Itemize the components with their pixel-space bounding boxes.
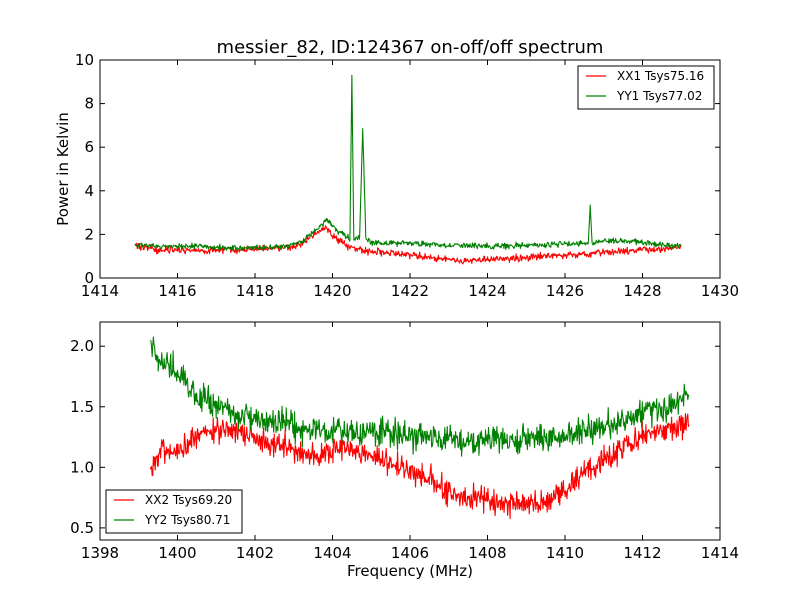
- bottom-y-tick-label: 2.0: [70, 337, 94, 355]
- bottom-panel: 1398 1400 1402 1404 1406 1408 1410 1412 1414 0.5…: [70, 321, 739, 580]
- top-series-group: [134, 74, 682, 265]
- bottom-x-tick-label: 1404: [313, 544, 351, 562]
- figure-title: messier_82, ID:124367 on-off/off spectru…: [217, 37, 604, 58]
- bottom-y-tick-label: 1.0: [70, 458, 94, 476]
- legend-label-xx1: XX1 Tsys75.16: [617, 69, 704, 83]
- top-y-tick-label: 8: [84, 95, 94, 113]
- bottom-y-tick-label: 0.5: [70, 519, 94, 537]
- bottom-x-ticks: 1398 1400 1402 1404 1406 1408 1410 1412 1414: [81, 322, 739, 562]
- bottom-y-ticks: 0.5 1.0 1.5 2.0: [70, 337, 720, 537]
- top-y-tick-label: 10: [75, 51, 94, 69]
- top-legend: XX1 Tsys75.16 YY1 Tsys77.02: [577, 65, 715, 110]
- top-x-tick-label: 1422: [391, 282, 429, 300]
- top-series-yy1-line: [134, 74, 682, 252]
- bottom-x-tick-label: 1408: [468, 544, 506, 562]
- bottom-series-xx2-line: [149, 413, 690, 520]
- top-x-tick-label: 1430: [701, 282, 739, 300]
- top-y-ticks: 0 2 4 6 8 10: [75, 51, 720, 287]
- top-y-tick-label: 4: [84, 182, 94, 200]
- bottom-series-group: [149, 336, 690, 520]
- bottom-x-tick-label: 1414: [701, 544, 739, 562]
- bottom-x-tick-label: 1400: [158, 544, 196, 562]
- top-x-tick-label: 1420: [313, 282, 351, 300]
- bottom-legend-box: [105, 489, 243, 534]
- top-x-tick-label: 1428: [623, 282, 661, 300]
- bottom-x-tick-label: 1406: [391, 544, 429, 562]
- bottom-x-tick-label: 1398: [81, 544, 119, 562]
- bottom-legend: XX2 Tsys69.20 YY2 Tsys80.71: [105, 489, 243, 534]
- top-y-tick-label: 0: [84, 269, 94, 287]
- x-axis-label: Frequency (MHz): [347, 562, 473, 580]
- top-y-tick-label: 2: [84, 225, 94, 243]
- top-x-tick-label: 1424: [468, 282, 506, 300]
- bottom-x-tick-label: 1412: [623, 544, 661, 562]
- bottom-series-yy2-line: [149, 336, 690, 457]
- bottom-x-tick-label: 1410: [546, 544, 584, 562]
- bottom-y-tick-label: 1.5: [70, 398, 94, 416]
- top-x-ticks: 1414 1416 1418 1420 1422 1424 1426 1428 1430: [81, 60, 739, 300]
- top-panel: 1414 1416 1418 1420 1422 1424 1426 1428 1430 0 2 4…: [54, 51, 739, 300]
- top-x-tick-label: 1416: [158, 282, 196, 300]
- top-x-tick-label: 1414: [81, 282, 119, 300]
- legend-label-yy1: YY1 Tsys77.02: [616, 89, 702, 103]
- top-y-axis-label: Power in Kelvin: [54, 112, 72, 226]
- top-legend-box: [577, 65, 715, 110]
- legend-label-yy2: YY2 Tsys80.71: [144, 513, 230, 527]
- top-x-tick-label: 1418: [236, 282, 274, 300]
- legend-label-xx2: XX2 Tsys69.20: [145, 493, 232, 507]
- top-x-tick-label: 1426: [546, 282, 584, 300]
- top-y-tick-label: 6: [84, 138, 94, 156]
- bottom-x-tick-label: 1402: [236, 544, 274, 562]
